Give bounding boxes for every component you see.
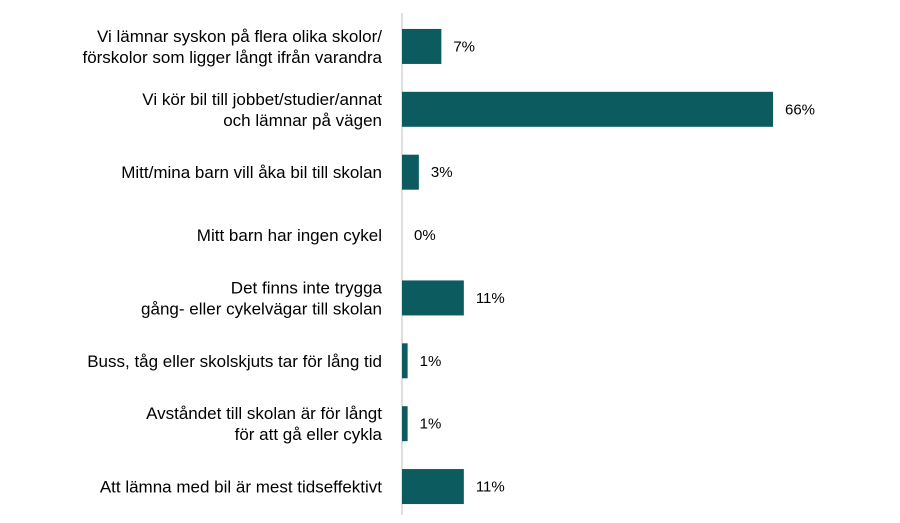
value-label: 11% bbox=[476, 290, 505, 307]
category-label: Det finns inte trygga gång- eller cykelvä… bbox=[141, 278, 382, 318]
bar bbox=[402, 343, 408, 379]
category-label-line: för att gå eller cykla bbox=[235, 425, 383, 444]
category-label: Vi kör bil till jobbet/studier/annat och … bbox=[142, 90, 382, 130]
category-label-line: gång- eller cykelvägar till skolan bbox=[141, 299, 382, 318]
category-label-line: och lämnar på vägen bbox=[223, 111, 382, 130]
bar bbox=[402, 406, 408, 442]
category-label: Mitt barn har ingen cykel bbox=[197, 226, 382, 245]
category-label: Vi lämnar syskon på flera olika skolor/f… bbox=[82, 27, 382, 67]
bar bbox=[402, 280, 464, 316]
category-label-line: förskolor som ligger långt ifrån varandr… bbox=[82, 48, 382, 67]
value-label: 3% bbox=[431, 164, 453, 181]
category-label: Mitt/mina barn vill åka bil till skolan bbox=[121, 163, 382, 182]
category-label: Avståndet till skolan är för långt för at… bbox=[146, 404, 382, 444]
value-label: 1% bbox=[420, 353, 442, 370]
category-label-line: Avståndet till skolan är för långt bbox=[146, 404, 382, 423]
category-label: Buss, tåg eller skolskjuts tar för lång … bbox=[87, 352, 382, 371]
bar bbox=[402, 154, 419, 190]
category-label-line: Mitt/mina barn vill åka bil till skolan bbox=[121, 163, 382, 182]
bar bbox=[402, 91, 773, 127]
value-label: 66% bbox=[785, 101, 815, 118]
value-label: 1% bbox=[420, 416, 442, 433]
bar bbox=[402, 469, 464, 505]
category-label-line: Buss, tåg eller skolskjuts tar för lång … bbox=[87, 352, 382, 371]
value-label: 11% bbox=[476, 479, 505, 496]
category-label-line: Det finns inte trygga bbox=[231, 278, 383, 297]
category-label-line: Mitt barn har ingen cykel bbox=[197, 226, 382, 245]
value-label: 7% bbox=[453, 38, 475, 55]
category-label-line: Att lämna med bil är mest tidseffektivt bbox=[100, 478, 382, 497]
bars bbox=[402, 28, 773, 505]
category-labels: Vi lämnar syskon på flera olika skolor/f… bbox=[82, 27, 382, 497]
category-label-line: Vi lämnar syskon på flera olika skolor/ bbox=[97, 27, 382, 46]
bar bbox=[402, 28, 442, 64]
value-labels: 7% 66% 3% 0% 11% 1% 1% 11% bbox=[414, 38, 815, 495]
value-label: 0% bbox=[414, 227, 436, 244]
category-label-line: Vi kör bil till jobbet/studier/annat bbox=[142, 90, 382, 109]
category-label: Att lämna med bil är mest tidseffektivt bbox=[100, 478, 382, 497]
